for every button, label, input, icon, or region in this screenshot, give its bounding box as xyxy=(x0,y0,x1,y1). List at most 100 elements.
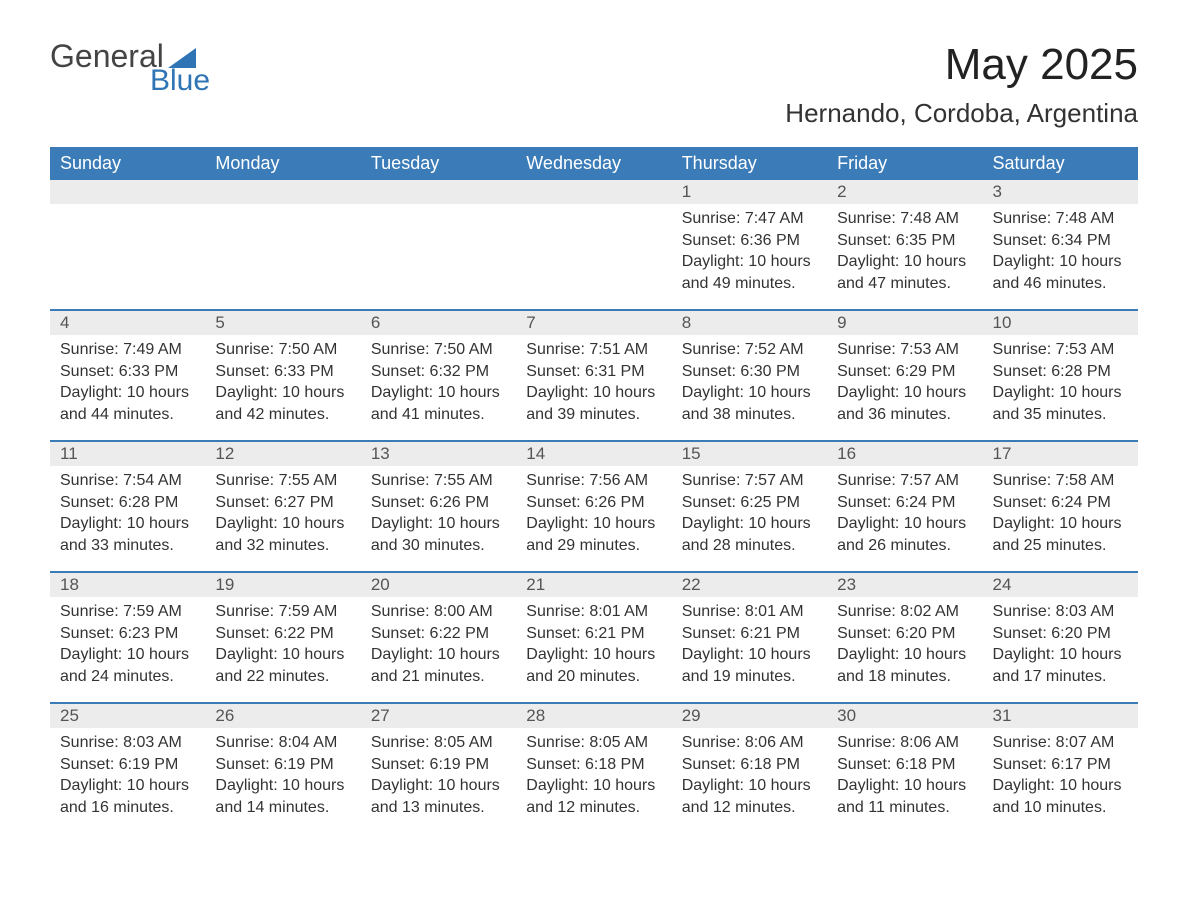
day-body: Sunrise: 8:05 AMSunset: 6:19 PMDaylight:… xyxy=(361,728,516,826)
sunset-line: Sunset: 6:18 PM xyxy=(837,754,972,776)
sunset-line: Sunset: 6:27 PM xyxy=(215,492,350,514)
sunset-line: Sunset: 6:24 PM xyxy=(993,492,1128,514)
day-number: 7 xyxy=(516,311,671,335)
day-number: 17 xyxy=(983,442,1138,466)
day-body: Sunrise: 7:52 AMSunset: 6:30 PMDaylight:… xyxy=(672,335,827,433)
day-body: Sunrise: 7:51 AMSunset: 6:31 PMDaylight:… xyxy=(516,335,671,433)
daylight-line: Daylight: 10 hours and 38 minutes. xyxy=(682,382,817,425)
day-body: Sunrise: 7:56 AMSunset: 6:26 PMDaylight:… xyxy=(516,466,671,564)
daylight-line: Daylight: 10 hours and 21 minutes. xyxy=(371,644,506,687)
sunrise-line: Sunrise: 7:57 AM xyxy=(837,470,972,492)
day-body: Sunrise: 7:58 AMSunset: 6:24 PMDaylight:… xyxy=(983,466,1138,564)
sunrise-line: Sunrise: 7:51 AM xyxy=(526,339,661,361)
day-number: 9 xyxy=(827,311,982,335)
daylight-line: Daylight: 10 hours and 36 minutes. xyxy=(837,382,972,425)
sunrise-line: Sunrise: 8:00 AM xyxy=(371,601,506,623)
sunrise-line: Sunrise: 7:59 AM xyxy=(60,601,195,623)
sunrise-line: Sunrise: 8:06 AM xyxy=(682,732,817,754)
sunset-line: Sunset: 6:19 PM xyxy=(215,754,350,776)
day-header: Sunday xyxy=(50,147,205,180)
sunrise-line: Sunrise: 7:56 AM xyxy=(526,470,661,492)
sunrise-line: Sunrise: 8:04 AM xyxy=(215,732,350,754)
day-cell: 20Sunrise: 8:00 AMSunset: 6:22 PMDayligh… xyxy=(361,573,516,703)
day-body: Sunrise: 7:59 AMSunset: 6:22 PMDaylight:… xyxy=(205,597,360,695)
sunrise-line: Sunrise: 7:59 AM xyxy=(215,601,350,623)
sunset-line: Sunset: 6:21 PM xyxy=(526,623,661,645)
day-number: 13 xyxy=(361,442,516,466)
sunrise-line: Sunrise: 7:50 AM xyxy=(371,339,506,361)
daylight-line: Daylight: 10 hours and 13 minutes. xyxy=(371,775,506,818)
day-number-empty xyxy=(50,180,205,204)
daylight-line: Daylight: 10 hours and 17 minutes. xyxy=(993,644,1128,687)
daylight-line: Daylight: 10 hours and 41 minutes. xyxy=(371,382,506,425)
day-number: 26 xyxy=(205,704,360,728)
sunset-line: Sunset: 6:28 PM xyxy=(60,492,195,514)
day-number: 29 xyxy=(672,704,827,728)
day-cell: 28Sunrise: 8:05 AMSunset: 6:18 PMDayligh… xyxy=(516,704,671,834)
day-header: Saturday xyxy=(983,147,1138,180)
daylight-line: Daylight: 10 hours and 47 minutes. xyxy=(837,251,972,294)
sunset-line: Sunset: 6:29 PM xyxy=(837,361,972,383)
sunset-line: Sunset: 6:22 PM xyxy=(215,623,350,645)
day-cell: 29Sunrise: 8:06 AMSunset: 6:18 PMDayligh… xyxy=(672,704,827,834)
day-number: 23 xyxy=(827,573,982,597)
day-body: Sunrise: 7:59 AMSunset: 6:23 PMDaylight:… xyxy=(50,597,205,695)
day-cell: 18Sunrise: 7:59 AMSunset: 6:23 PMDayligh… xyxy=(50,573,205,703)
sunset-line: Sunset: 6:19 PM xyxy=(60,754,195,776)
sunrise-line: Sunrise: 8:01 AM xyxy=(682,601,817,623)
sunrise-line: Sunrise: 7:53 AM xyxy=(837,339,972,361)
day-number: 12 xyxy=(205,442,360,466)
day-cell: 5Sunrise: 7:50 AMSunset: 6:33 PMDaylight… xyxy=(205,311,360,441)
day-cell: 24Sunrise: 8:03 AMSunset: 6:20 PMDayligh… xyxy=(983,573,1138,703)
day-header: Tuesday xyxy=(361,147,516,180)
day-number: 20 xyxy=(361,573,516,597)
daylight-line: Daylight: 10 hours and 30 minutes. xyxy=(371,513,506,556)
sunset-line: Sunset: 6:36 PM xyxy=(682,230,817,252)
day-header-row: SundayMondayTuesdayWednesdayThursdayFrid… xyxy=(50,147,1138,180)
day-number: 3 xyxy=(983,180,1138,204)
daylight-line: Daylight: 10 hours and 28 minutes. xyxy=(682,513,817,556)
day-body: Sunrise: 8:04 AMSunset: 6:19 PMDaylight:… xyxy=(205,728,360,826)
day-cell: 11Sunrise: 7:54 AMSunset: 6:28 PMDayligh… xyxy=(50,442,205,572)
day-body: Sunrise: 8:03 AMSunset: 6:20 PMDaylight:… xyxy=(983,597,1138,695)
day-number: 16 xyxy=(827,442,982,466)
sunrise-line: Sunrise: 8:05 AM xyxy=(371,732,506,754)
sunrise-line: Sunrise: 7:52 AM xyxy=(682,339,817,361)
day-cell: 15Sunrise: 7:57 AMSunset: 6:25 PMDayligh… xyxy=(672,442,827,572)
day-body: Sunrise: 8:02 AMSunset: 6:20 PMDaylight:… xyxy=(827,597,982,695)
daylight-line: Daylight: 10 hours and 32 minutes. xyxy=(215,513,350,556)
day-cell: 8Sunrise: 7:52 AMSunset: 6:30 PMDaylight… xyxy=(672,311,827,441)
logo-text-blue: Blue xyxy=(150,66,210,96)
day-cell: 27Sunrise: 8:05 AMSunset: 6:19 PMDayligh… xyxy=(361,704,516,834)
header-row: General Blue May 2025 Hernando, Cordoba,… xyxy=(50,40,1138,129)
day-body: Sunrise: 8:05 AMSunset: 6:18 PMDaylight:… xyxy=(516,728,671,826)
sunrise-line: Sunrise: 8:06 AM xyxy=(837,732,972,754)
sunset-line: Sunset: 6:28 PM xyxy=(993,361,1128,383)
day-body: Sunrise: 8:03 AMSunset: 6:19 PMDaylight:… xyxy=(50,728,205,826)
sunrise-line: Sunrise: 7:55 AM xyxy=(215,470,350,492)
day-number: 19 xyxy=(205,573,360,597)
sunrise-line: Sunrise: 8:07 AM xyxy=(993,732,1128,754)
sunrise-line: Sunrise: 7:48 AM xyxy=(993,208,1128,230)
sunset-line: Sunset: 6:26 PM xyxy=(526,492,661,514)
day-number-empty xyxy=(361,180,516,204)
sunset-line: Sunset: 6:17 PM xyxy=(993,754,1128,776)
sunrise-line: Sunrise: 7:55 AM xyxy=(371,470,506,492)
day-cell: 21Sunrise: 8:01 AMSunset: 6:21 PMDayligh… xyxy=(516,573,671,703)
sunset-line: Sunset: 6:20 PM xyxy=(837,623,972,645)
daylight-line: Daylight: 10 hours and 25 minutes. xyxy=(993,513,1128,556)
day-number: 5 xyxy=(205,311,360,335)
day-cell: 12 Sunrise: 7:55 AMSunset: 6:27 PMDayligh… xyxy=(205,442,360,572)
daylight-line: Daylight: 10 hours and 22 minutes. xyxy=(215,644,350,687)
logo-text-general: General xyxy=(50,40,164,72)
sunset-line: Sunset: 6:21 PM xyxy=(682,623,817,645)
daylight-line: Daylight: 10 hours and 12 minutes. xyxy=(526,775,661,818)
day-cell: 4Sunrise: 7:49 AMSunset: 6:33 PMDaylight… xyxy=(50,311,205,441)
week-row: 25Sunrise: 8:03 AMSunset: 6:19 PMDayligh… xyxy=(50,704,1138,834)
daylight-line: Daylight: 10 hours and 16 minutes. xyxy=(60,775,195,818)
day-body: Sunrise: 7:47 AMSunset: 6:36 PMDaylight:… xyxy=(672,204,827,302)
day-cell: 23Sunrise: 8:02 AMSunset: 6:20 PMDayligh… xyxy=(827,573,982,703)
day-number: 31 xyxy=(983,704,1138,728)
sunset-line: Sunset: 6:31 PM xyxy=(526,361,661,383)
week-row: 18Sunrise: 7:59 AMSunset: 6:23 PMDayligh… xyxy=(50,573,1138,703)
